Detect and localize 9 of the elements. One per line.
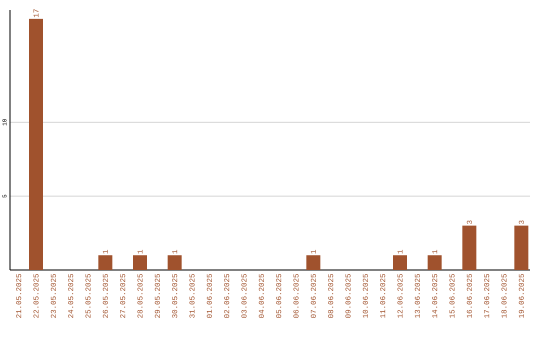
bar bbox=[168, 255, 182, 270]
bar bbox=[98, 255, 112, 270]
bar bbox=[514, 226, 528, 270]
bar bbox=[133, 255, 147, 270]
bar bbox=[462, 226, 476, 270]
bar bbox=[306, 255, 320, 270]
bar bbox=[428, 255, 442, 270]
bar bbox=[393, 255, 408, 270]
bar bbox=[29, 18, 43, 270]
